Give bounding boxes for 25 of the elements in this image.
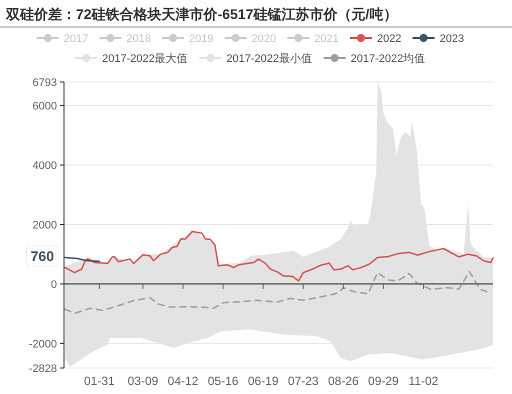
x-tick-label: 05-16	[208, 374, 239, 388]
y-tick-label: -2828	[28, 363, 57, 375]
y-tick-label: 6793	[32, 77, 57, 89]
x-tick-label: 11-02	[408, 374, 439, 388]
x-tick-label: 07-23	[288, 374, 319, 388]
line-series	[64, 230, 494, 282]
y-tick-label: 4000	[32, 160, 57, 172]
y-tick-label: -2000	[28, 338, 57, 350]
legend-label: 2022	[376, 33, 402, 45]
legend-label: 2017-2022最大值	[102, 52, 188, 65]
line-series	[64, 270, 490, 314]
text: 760	[30, 248, 54, 264]
chart-title: 双硅价差：72硅铁合格块天津市价-6517硅锰江苏市价（元/吨）	[5, 6, 398, 22]
x-tick-label: 01-31	[84, 374, 116, 388]
y-tick-label: 6000	[32, 100, 57, 113]
x-tick-label: 06-19	[248, 374, 279, 388]
legend-label: 2023	[440, 33, 464, 45]
x-tick-label: 08-26	[328, 374, 359, 388]
y-tick-label: 0	[50, 278, 57, 291]
x-tick-label: 03-09	[128, 374, 159, 388]
legend-label: 2017-2022最小值	[226, 52, 312, 65]
x-tick-label: 09-29	[368, 374, 400, 388]
legend-label: 2017-2022均值	[350, 53, 426, 65]
y-tick-label: 2000	[32, 219, 57, 232]
x-tick-label: 04-12	[168, 374, 199, 388]
